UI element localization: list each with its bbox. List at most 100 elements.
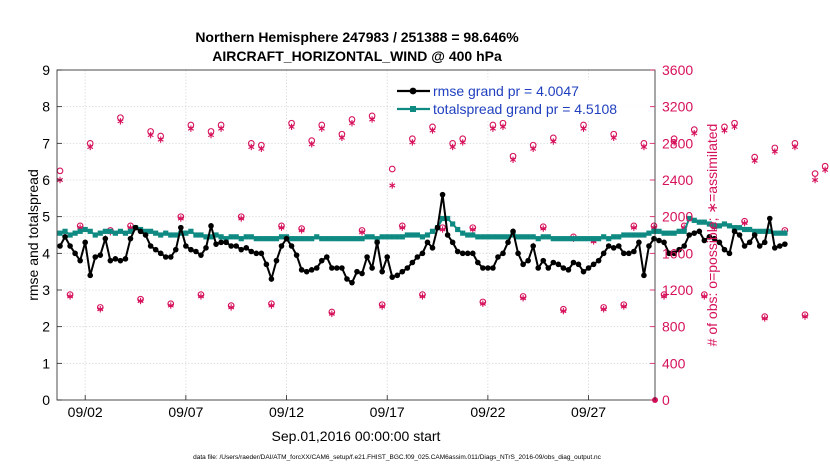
rmse-point xyxy=(595,257,602,264)
rmse-point xyxy=(359,270,365,277)
rmse-point xyxy=(72,250,78,257)
rmse-point xyxy=(731,228,738,235)
obs-assimilated-point xyxy=(409,139,416,146)
rmse-point xyxy=(656,237,662,244)
obs-assimilated-point xyxy=(328,310,335,318)
obs-assimilated-point xyxy=(167,302,174,309)
spread-point xyxy=(762,228,768,234)
obs-assimilated-point xyxy=(489,125,496,132)
rmse-point xyxy=(540,257,547,264)
spread-point xyxy=(112,230,118,236)
rmse-point xyxy=(777,243,783,249)
spread-point xyxy=(575,236,582,242)
rmse-point xyxy=(67,243,73,249)
rmse-point xyxy=(183,243,189,249)
spread-point xyxy=(153,230,159,236)
obs-assimilated-point xyxy=(348,119,356,127)
spread-point xyxy=(570,236,577,242)
rmse-point xyxy=(535,265,542,271)
rmse-point xyxy=(278,243,285,249)
x-tick-label: 09/02 xyxy=(68,404,103,420)
spread-point xyxy=(480,234,486,240)
x-tick-label: 09/17 xyxy=(370,404,405,420)
spread-point xyxy=(666,230,672,236)
rmse-point xyxy=(646,243,652,249)
obs-assimilated-point xyxy=(157,136,164,143)
rmse-point xyxy=(298,267,305,273)
spread-point xyxy=(334,236,340,242)
rmse-point xyxy=(127,235,134,242)
spread-point xyxy=(721,221,728,227)
rmse-point xyxy=(580,268,587,275)
spread-point xyxy=(752,228,758,234)
rmse-point xyxy=(57,243,63,249)
spread-point xyxy=(601,234,607,240)
y-tick-label: 5 xyxy=(42,209,50,225)
rmse-point xyxy=(661,239,667,246)
spread-point xyxy=(62,228,68,234)
rmse-point xyxy=(162,254,169,260)
rmse-point xyxy=(82,239,88,246)
spread-point xyxy=(419,234,426,240)
legend-rmse-marker xyxy=(409,87,417,95)
obs-assimilated-point xyxy=(550,138,557,145)
spread-point xyxy=(243,234,249,240)
x-tick-label: 09/07 xyxy=(168,404,203,420)
spread-point xyxy=(178,230,184,236)
rmse-point xyxy=(233,243,239,249)
chart-title-line2: AIRCRAFT_HORIZONTAL_WIND @ 400 hPa xyxy=(212,48,502,64)
obs-assimilated-point xyxy=(238,215,245,222)
spread-point xyxy=(681,228,687,234)
obs-assimilated-point xyxy=(358,229,366,236)
rmse-point xyxy=(339,265,345,271)
rmse-point xyxy=(102,235,109,242)
rmse-point xyxy=(505,239,511,246)
spread-point xyxy=(158,232,164,238)
rmse-point xyxy=(87,272,94,279)
y-tick-label: 9 xyxy=(42,62,50,78)
rmse-point xyxy=(243,245,250,251)
rmse-point xyxy=(394,272,401,279)
obs-assimilated-point xyxy=(701,293,708,300)
spread-point xyxy=(102,228,108,234)
spread-point xyxy=(148,228,154,234)
spread-point xyxy=(445,215,451,222)
y2-tick-label: 3600 xyxy=(662,62,693,78)
spread-point xyxy=(67,232,73,238)
x-axis-label: Sep.01,2016 00:00:00 start xyxy=(272,428,441,444)
spread-point xyxy=(706,221,712,227)
obs-assimilated-point xyxy=(187,125,194,132)
y2-tick-label: 1200 xyxy=(662,282,693,298)
obs-assimilated-point xyxy=(630,224,637,231)
spread-point xyxy=(611,234,617,240)
rmse-point xyxy=(459,250,466,257)
spread-point xyxy=(193,232,199,238)
axes: 0 1 2 3 4 5 6 7 8 9 0 400 800 1200 1600 2000 2400 2800 320… xyxy=(42,62,693,420)
rmse-point xyxy=(77,257,83,264)
spread-point xyxy=(97,230,103,236)
rmse-point xyxy=(560,265,567,271)
rmse-point xyxy=(354,268,360,275)
rmse-point xyxy=(756,243,763,249)
obs-assimilated-point xyxy=(137,297,144,305)
x-tick-label: 09/27 xyxy=(571,404,606,420)
spread-point xyxy=(616,234,622,240)
spread-point xyxy=(621,232,627,238)
spread-point xyxy=(288,236,295,242)
obs-assimilated-point xyxy=(429,127,436,134)
spread-point xyxy=(299,236,305,242)
spread-point xyxy=(394,234,400,240)
rmse-point xyxy=(112,256,119,262)
plot-frame xyxy=(56,69,656,401)
obs-possible-point xyxy=(811,170,819,177)
rmse-point xyxy=(515,250,521,257)
spread-point xyxy=(726,223,733,229)
spread-point xyxy=(772,230,778,236)
spread-point xyxy=(304,236,310,242)
spread-point xyxy=(711,223,717,229)
obs-assimilated-point xyxy=(389,182,396,189)
rmse-point xyxy=(746,239,753,246)
spread-point xyxy=(530,234,536,240)
rmse-point xyxy=(716,239,723,246)
spread-point xyxy=(188,228,194,234)
